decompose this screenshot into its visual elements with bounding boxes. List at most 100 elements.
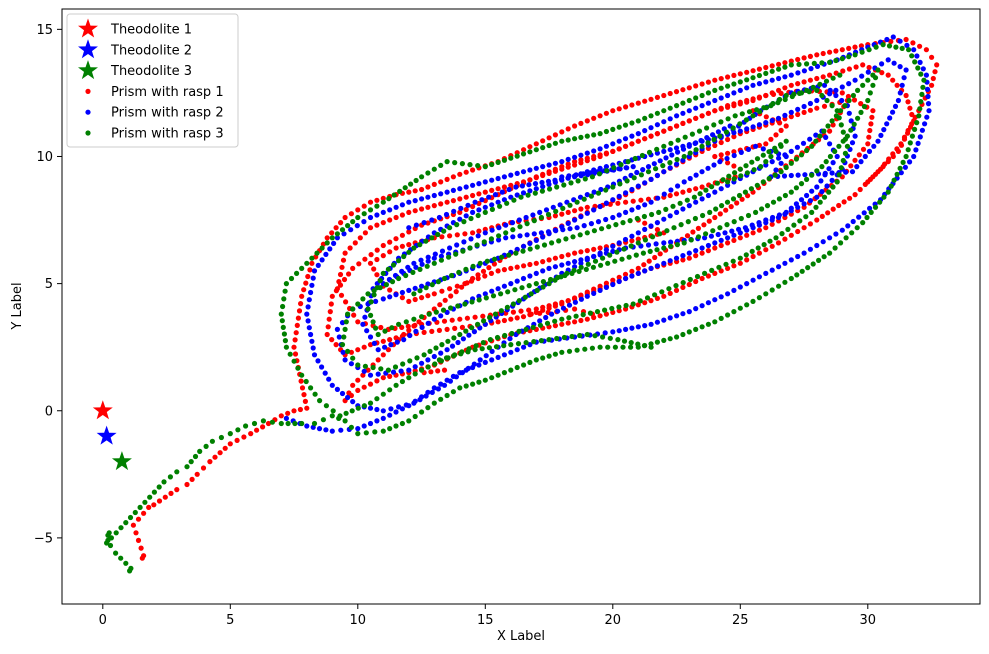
data-point [528, 311, 534, 317]
data-point [489, 161, 495, 168]
data-point [920, 84, 926, 90]
data-point [629, 233, 635, 239]
data-point [809, 143, 815, 149]
data-point [870, 108, 876, 114]
data-point [699, 92, 705, 99]
data-point [922, 121, 928, 127]
data-point [698, 137, 704, 144]
data-point [686, 85, 692, 91]
data-point [521, 362, 527, 368]
data-point [687, 276, 693, 283]
data-point [866, 47, 872, 53]
data-point [731, 149, 737, 155]
data-point [929, 82, 935, 88]
data-point [654, 295, 661, 301]
data-point [512, 287, 518, 293]
data-point [576, 268, 582, 274]
data-point [591, 148, 597, 154]
data-point [504, 304, 510, 310]
data-point [597, 153, 603, 160]
data-point [738, 173, 744, 179]
data-point [866, 64, 872, 71]
data-point [399, 202, 405, 208]
data-point [737, 166, 743, 172]
data-point [142, 499, 148, 505]
data-point [578, 134, 584, 140]
data-point [642, 220, 648, 226]
data-point [622, 122, 629, 128]
data-point [304, 311, 310, 317]
data-point [393, 292, 399, 298]
data-point [641, 343, 648, 349]
data-point [858, 101, 864, 107]
data-point [744, 170, 751, 176]
data-point [127, 514, 134, 521]
data-point [540, 184, 546, 190]
data-point [584, 230, 590, 236]
data-point [544, 320, 551, 326]
data-point [383, 282, 389, 288]
data-point [852, 192, 858, 198]
data-point [700, 212, 706, 219]
data-point [807, 107, 814, 113]
data-point [374, 203, 380, 209]
data-point [308, 289, 314, 296]
data-point [463, 383, 469, 389]
data-point [875, 138, 881, 144]
data-point [510, 227, 516, 233]
data-point [584, 118, 590, 124]
data-point [737, 305, 743, 311]
data-point [684, 197, 690, 203]
data-point [705, 110, 712, 116]
data-point [108, 535, 114, 541]
data-point [670, 203, 676, 209]
data-point [472, 347, 478, 353]
data-point [731, 103, 737, 109]
data-point [306, 297, 312, 303]
data-point [764, 203, 771, 209]
data-point [809, 172, 815, 178]
data-point [288, 275, 295, 282]
data-point [897, 90, 903, 96]
data-point [501, 174, 507, 180]
data-point [451, 353, 457, 359]
data-point [533, 306, 539, 312]
data-point [441, 228, 447, 234]
data-point [477, 260, 483, 266]
data-point [761, 242, 767, 248]
data-point [914, 120, 920, 126]
data-point [559, 316, 565, 322]
data-point [693, 105, 699, 111]
data-point [653, 241, 659, 247]
data-point [620, 220, 626, 226]
data-point [107, 542, 114, 549]
data-point [482, 209, 488, 215]
data-point [280, 303, 286, 310]
data-point [629, 268, 635, 274]
data-point [730, 258, 736, 264]
data-point [450, 389, 456, 395]
data-point [849, 140, 856, 146]
data-point [370, 364, 376, 371]
data-point [474, 242, 480, 248]
data-point [833, 57, 839, 64]
data-point [367, 372, 374, 378]
data-point [749, 248, 755, 254]
data-point [706, 218, 712, 224]
data-point [465, 349, 471, 355]
data-point [342, 326, 348, 332]
data-point [836, 172, 842, 178]
data-point [909, 53, 915, 59]
data-point [738, 215, 744, 222]
data-point [584, 192, 590, 198]
data-point [514, 278, 520, 284]
data-point [808, 66, 814, 72]
data-point [419, 314, 425, 320]
legend-dot-icon [85, 109, 91, 115]
data-point [534, 287, 540, 293]
data-point [399, 232, 405, 238]
data-point [406, 225, 412, 231]
data-point [668, 239, 674, 245]
data-point [355, 301, 361, 307]
data-point [813, 138, 819, 144]
